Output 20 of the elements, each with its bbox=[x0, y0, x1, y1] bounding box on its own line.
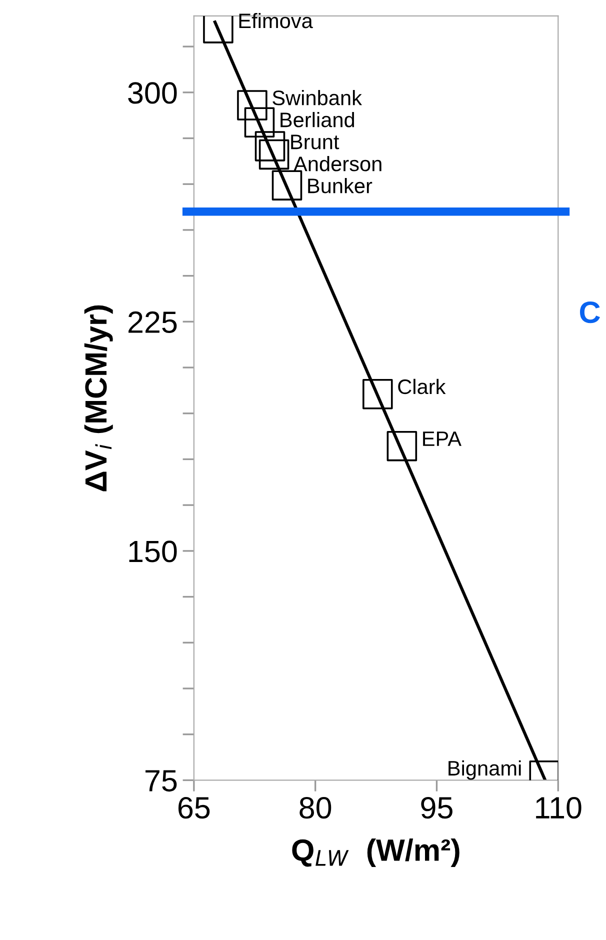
annotation: Berliand bbox=[280, 112, 354, 128]
y-tick-label: 150 bbox=[129, 540, 177, 562]
annotation: Anderson bbox=[294, 156, 382, 172]
annotation: EPA bbox=[423, 432, 462, 446]
y-tick-label: 75 bbox=[146, 770, 177, 792]
x-axis-title: Q$_{LW}$ (W/m²) bbox=[292, 838, 460, 868]
y-tick-label: 225 bbox=[128, 311, 177, 334]
x-tick-label: 110 bbox=[536, 796, 582, 819]
annotation: Efimova bbox=[239, 12, 313, 28]
annotation: Swinbank bbox=[272, 90, 362, 106]
annotation: Bignami bbox=[448, 760, 521, 780]
annotation: Bunker bbox=[308, 178, 372, 194]
text: C bbox=[580, 301, 600, 324]
y-axis-title: ΔV$_{i}$ (MCM/yr) bbox=[84, 305, 113, 492]
annotation: Brunt bbox=[291, 134, 340, 150]
x-tick-label: 65 bbox=[178, 796, 210, 819]
y-tick-label: 300 bbox=[128, 82, 177, 104]
annotation: Clark bbox=[398, 378, 446, 394]
x-tick-label: 80 bbox=[300, 796, 332, 819]
x-tick-label: 95 bbox=[421, 796, 452, 819]
